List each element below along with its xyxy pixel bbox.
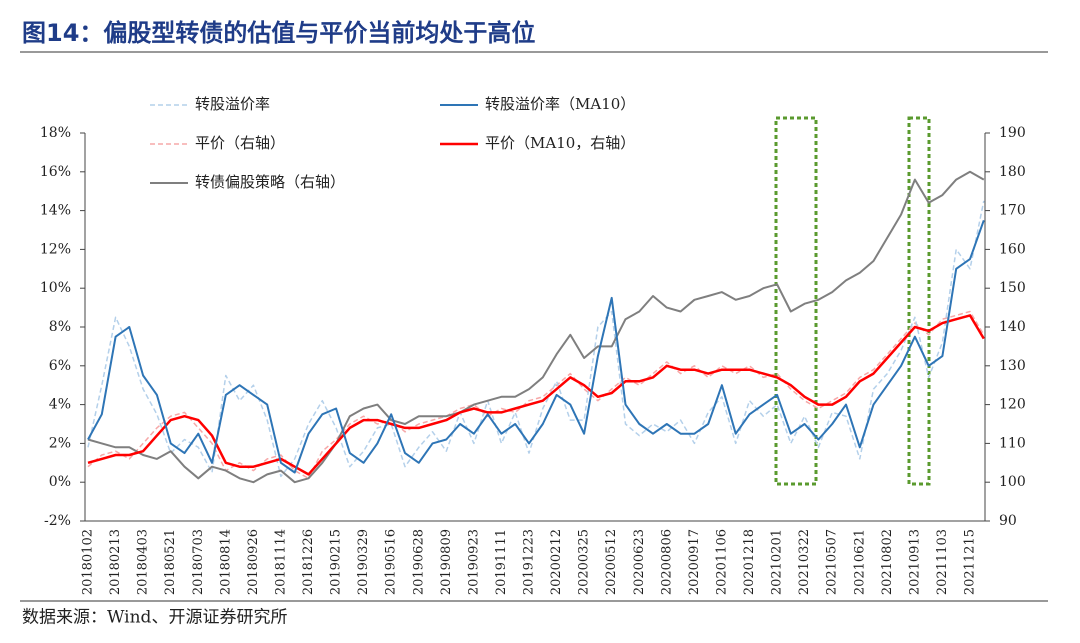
y-tick-label: 4% bbox=[49, 397, 71, 413]
series-line bbox=[87, 200, 985, 478]
x-tick-label: 20190329 bbox=[356, 529, 371, 595]
x-tick-label: 20190809 bbox=[439, 529, 454, 595]
x-tick-label: 20200623 bbox=[632, 529, 647, 595]
series-line bbox=[87, 314, 985, 476]
y2-tick-label: 190 bbox=[999, 125, 1026, 141]
legend-label: 平价（MA10，右轴） bbox=[485, 134, 635, 152]
y-tick-label: 2% bbox=[49, 435, 71, 451]
x-tick-label: 20200806 bbox=[659, 529, 674, 595]
y2-tick-label: 150 bbox=[999, 280, 1026, 296]
series-line bbox=[87, 170, 985, 484]
x-tick-label: 20210913 bbox=[907, 529, 922, 595]
x-tick-label: 20200512 bbox=[604, 529, 619, 595]
series-line bbox=[87, 219, 985, 474]
x-tick-label: 20190215 bbox=[329, 529, 344, 595]
y-tick-label: 10% bbox=[40, 280, 71, 296]
x-tick-label: 20181226 bbox=[301, 529, 316, 595]
x-tick-label: 20181114 bbox=[273, 529, 288, 595]
x-tick-label: 20180703 bbox=[191, 529, 206, 595]
x-tick-label: 20180814 bbox=[218, 529, 233, 595]
x-tick-label: 20201106 bbox=[714, 529, 729, 595]
x-tick-label: 20190923 bbox=[466, 529, 481, 595]
x-tick-label: 20180213 bbox=[108, 529, 123, 595]
x-tick-label: 20200212 bbox=[549, 529, 564, 595]
source-note: 数据来源：Wind、开源证券研究所 bbox=[22, 608, 287, 628]
x-tick-label: 20211103 bbox=[935, 529, 950, 595]
x-tick-label: 20200917 bbox=[687, 529, 702, 595]
x-tick-label: 20210621 bbox=[852, 529, 867, 595]
x-tick-label: 20210507 bbox=[825, 529, 840, 595]
y2-tick-label: 90 bbox=[999, 513, 1017, 529]
chart-title: 图14：偏股型转债的估值与平价当前均处于高位 bbox=[22, 19, 535, 47]
series-line bbox=[87, 310, 985, 480]
x-tick-label: 20201218 bbox=[742, 529, 757, 595]
x-tick-label: 20211215 bbox=[963, 529, 978, 595]
x-tick-label: 20210322 bbox=[797, 529, 812, 595]
x-tick-label: 20210201 bbox=[770, 529, 785, 595]
y2-tick-label: 160 bbox=[999, 241, 1026, 257]
y-tick-label: 6% bbox=[49, 358, 71, 374]
y2-tick-label: 120 bbox=[999, 397, 1026, 413]
legend-label: 平价（右轴） bbox=[195, 134, 285, 152]
highlight-box bbox=[907, 116, 931, 486]
x-tick-label: 20180102 bbox=[81, 529, 96, 595]
y-tick-label: 12% bbox=[40, 241, 71, 257]
x-tick-label: 20190628 bbox=[411, 529, 426, 595]
x-tick-label: 20180521 bbox=[163, 529, 178, 595]
y-tick-label: -2% bbox=[44, 513, 71, 529]
legend-label: 转股溢价率 bbox=[195, 95, 270, 113]
legend-label: 转股溢价率（MA10） bbox=[485, 95, 635, 113]
x-tick-label: 20180403 bbox=[136, 529, 151, 595]
y2-tick-label: 170 bbox=[999, 203, 1026, 219]
y-tick-label: 8% bbox=[49, 319, 71, 335]
x-tick-label: 20200325 bbox=[577, 529, 592, 595]
y2-tick-label: 130 bbox=[999, 358, 1026, 374]
x-tick-label: 20180926 bbox=[246, 529, 261, 595]
x-tick-label: 20191111 bbox=[494, 529, 509, 595]
y-tick-label: 16% bbox=[40, 164, 71, 180]
y2-tick-label: 100 bbox=[999, 474, 1026, 490]
y-tick-label: 0% bbox=[49, 474, 71, 490]
x-tick-label: 20191223 bbox=[522, 529, 537, 595]
y-tick-label: 14% bbox=[40, 203, 71, 219]
x-tick-label: 20190516 bbox=[384, 529, 399, 595]
y2-tick-label: 180 bbox=[999, 164, 1026, 180]
y2-tick-label: 140 bbox=[999, 319, 1026, 335]
x-tick-label: 20210802 bbox=[880, 529, 895, 595]
y2-tick-label: 110 bbox=[999, 435, 1026, 451]
legend-label: 转债偏股策略（右轴） bbox=[195, 173, 345, 191]
y-tick-label: 18% bbox=[40, 125, 71, 141]
